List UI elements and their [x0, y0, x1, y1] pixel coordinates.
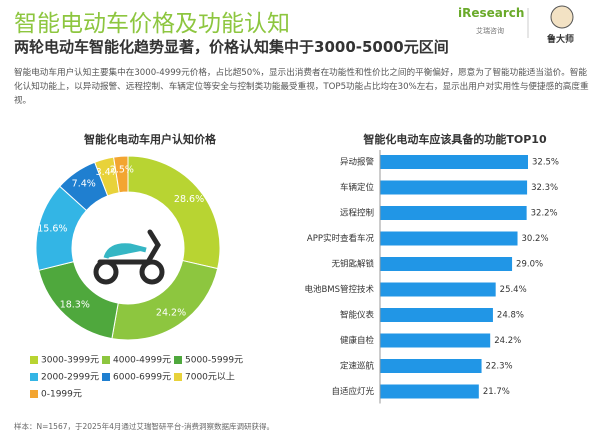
donut-segment: [111, 259, 219, 341]
brand-logo: iResearch: [458, 6, 525, 20]
legend-label: 7000元以上: [185, 372, 235, 383]
data-label: 28.6%: [174, 194, 204, 205]
donut-segment: [127, 155, 221, 270]
data-label: 24.2%: [156, 308, 186, 319]
bar: [380, 333, 491, 348]
partner-logo: 鲁大师: [547, 35, 575, 45]
y-tick-label: 车辆定位: [340, 182, 375, 193]
legend-swatch: [174, 356, 182, 364]
bar: [380, 155, 528, 169]
data-label: 25.4%: [500, 285, 527, 295]
data-label: 18.3%: [60, 300, 90, 311]
bar: [380, 384, 479, 399]
data-label: 30.2%: [522, 234, 549, 244]
legend-swatch: [30, 356, 38, 364]
y-tick-label: 定速巡航: [340, 361, 375, 372]
bar: [380, 282, 496, 297]
partner-icon: [550, 5, 574, 29]
y-tick-label: 自适应灯光: [331, 386, 374, 397]
data-label: 7.4%: [72, 178, 96, 189]
legend-swatch: [174, 373, 182, 381]
data-label: 32.5%: [532, 158, 559, 168]
source-note: 样本：N=1567，于2025年4月通过艾瑞智研平台-消费洞察数据库调研获得。: [14, 422, 275, 431]
y-tick-label: 远程控制: [340, 208, 374, 219]
data-label: 21.7%: [483, 387, 510, 397]
page-subtitle: 两轮电动车智能化趋势显著，价格认知集中于3000-5000元区间: [14, 38, 449, 56]
chart-title: 智能化电动车用户认知价格: [84, 132, 217, 146]
legend-label: 4000-4999元: [113, 356, 171, 366]
donut-segment: [113, 155, 129, 194]
bar: [380, 206, 527, 220]
legend-swatch: [30, 373, 38, 381]
bar: [380, 231, 518, 246]
data-label: 15.6%: [37, 224, 67, 235]
legend-swatch: [102, 373, 110, 381]
chart-title: 智能化电动车应该具备的功能TOP10: [363, 132, 547, 146]
bar: [380, 180, 528, 195]
legend-swatch: [30, 390, 38, 398]
data-label: 2.5%: [110, 165, 134, 176]
y-tick-label: 电池BMS管控技术: [304, 284, 374, 295]
brand-subtitle: 艾瑞咨询: [476, 27, 504, 35]
legend-label: 5000-5999元: [185, 356, 243, 366]
bar: [380, 359, 482, 373]
data-label: 22.3%: [486, 362, 513, 372]
legend-label: 2000-2999元: [41, 373, 99, 383]
data-label: 32.3%: [531, 183, 558, 193]
y-tick-label: 无钥匙解锁: [331, 259, 374, 270]
legend-label: 0-1999元: [41, 390, 82, 400]
data-label: 3.4%: [96, 167, 120, 178]
legend-label: 6000-6999元: [113, 373, 171, 383]
page-title: 智能电动车价格及功能认知: [14, 11, 290, 37]
data-label: 24.8%: [497, 311, 524, 321]
y-tick-label: 健康自检: [340, 335, 375, 346]
y-tick-label: 异动报警: [340, 157, 375, 168]
data-label: 29.0%: [516, 260, 543, 270]
y-tick-label: APP实时查看车况: [307, 233, 375, 244]
bar: [380, 257, 513, 271]
legend-swatch: [102, 356, 110, 364]
bar: [380, 308, 493, 322]
description: 智能电动车用户认知主要集中在3000-4999元价格，占比超50%，显示出消费者…: [14, 68, 589, 106]
scooter-icon: [93, 229, 165, 285]
data-label: 32.2%: [531, 209, 558, 219]
y-tick-label: 智能仪表: [340, 310, 375, 321]
legend-label: 3000-3999元: [41, 356, 99, 366]
data-label: 24.2%: [494, 336, 521, 346]
